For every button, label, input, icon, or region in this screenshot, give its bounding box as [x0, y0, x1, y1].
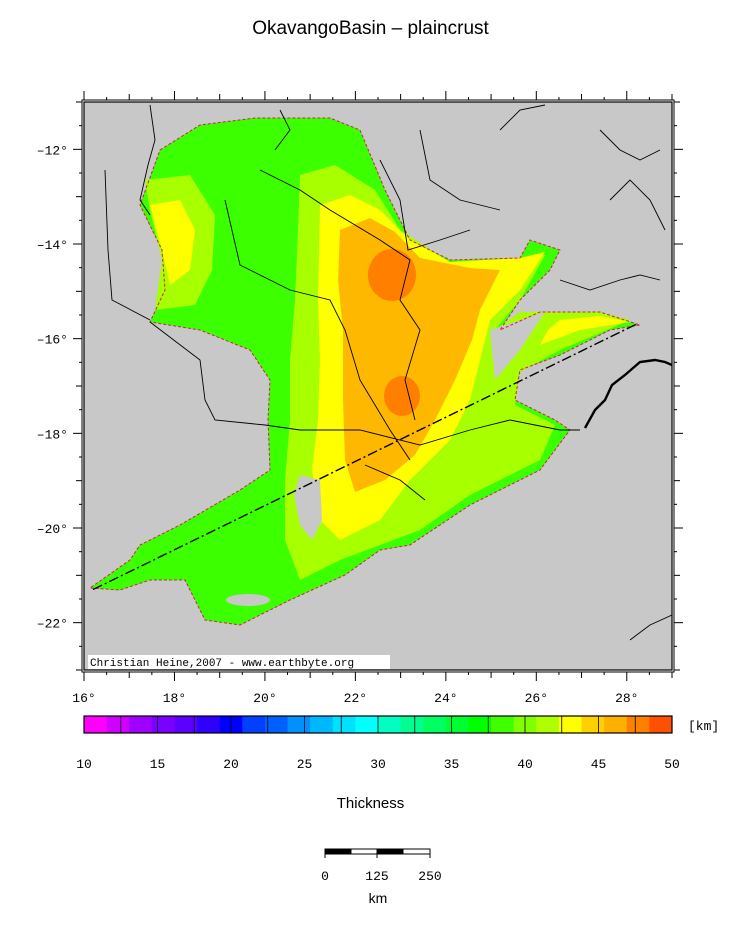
colorbar-swatch — [151, 716, 175, 733]
colorbar-swatch — [174, 716, 198, 733]
axis-ticks — [73, 91, 683, 681]
thickness-zone-yellow-west-core — [150, 200, 195, 285]
colorbar-label: 45 — [591, 757, 607, 772]
thickness-zone-hole-east — [490, 312, 545, 380]
profile-line — [92, 323, 637, 591]
colorbar-swatch — [242, 716, 266, 733]
longitude-label: 16° — [72, 691, 95, 706]
latitude-label: –18° — [37, 427, 68, 442]
colorbar-swatch — [84, 716, 108, 733]
country-borders — [104, 104, 672, 641]
colorbar-swatch — [626, 716, 650, 733]
thickness-zone-lake — [226, 594, 270, 606]
scale-label-125: 125 — [365, 869, 388, 884]
credit-text: Christian Heine,2007 - www.earthbyte.org — [90, 658, 354, 670]
latitude-label: –20° — [37, 522, 68, 537]
basin-boundary — [88, 117, 641, 626]
scale-bar — [324, 848, 431, 858]
thickness-peak-south — [384, 376, 420, 416]
lake-kariba — [583, 358, 672, 429]
scale-label-250: 250 — [418, 869, 441, 884]
map-title: OkavangoBasin – plaincrust — [252, 18, 489, 39]
colorbar-swatch — [558, 716, 583, 733]
colorbar-swatch — [332, 716, 356, 733]
longitude-labels: 16° 18° 20° 22° 24° 26° 28° — [72, 691, 638, 706]
colorbar-swatch — [129, 716, 153, 733]
longitude-label: 22° — [344, 691, 367, 706]
colorbar-title: Thickness — [336, 795, 405, 812]
latitude-label: –12° — [37, 143, 68, 158]
colorbar-swatch — [378, 716, 402, 733]
colorbar-label: 50 — [664, 757, 680, 772]
colorbar-label: 40 — [517, 757, 533, 772]
colorbar-label: 35 — [444, 757, 460, 772]
latitude-label: –22° — [37, 617, 68, 632]
colorbar-swatch — [197, 716, 221, 733]
latitude-label: –16° — [37, 333, 68, 348]
map-frame — [83, 101, 673, 671]
credit-background — [88, 655, 390, 669]
colorbar-tick-labels: 10 15 20 25 30 35 40 45 50 — [76, 757, 680, 772]
colorbar-swatch — [491, 716, 515, 733]
colorbar-label: 10 — [76, 757, 92, 772]
colorbar-swatch — [604, 716, 628, 733]
latitude-label: –14° — [37, 238, 68, 253]
thickness-zone-hole — [294, 475, 322, 540]
colorbar-swatch — [581, 716, 605, 733]
thickness-peak-north — [368, 249, 416, 301]
colorbar-swatch — [355, 716, 379, 733]
longitude-label: 20° — [253, 691, 276, 706]
scale-unit: km — [368, 890, 388, 906]
colorbar-swatch — [445, 716, 469, 733]
latitude-labels: –12° –14° –16° –18° –20° –22° — [37, 143, 68, 631]
longitude-label: 24° — [434, 691, 457, 706]
colorbar-swatch — [423, 716, 447, 733]
longitude-label: 18° — [163, 691, 186, 706]
thickness-zone-yellow-east — [540, 316, 630, 345]
colorbar-swatch — [649, 716, 673, 733]
colorbar-unit: [km] — [688, 719, 719, 734]
colorbar-swatch — [264, 716, 289, 733]
colorbar-swatch — [106, 716, 130, 733]
colorbar — [83, 715, 673, 734]
colorbar-swatch — [400, 716, 424, 733]
colorbar-swatch — [310, 716, 334, 733]
scale-label-0: 0 — [321, 869, 329, 884]
colorbar-swatch — [468, 716, 492, 733]
longitude-label: 28° — [615, 691, 638, 706]
colorbar-swatch — [536, 716, 560, 733]
colorbar-label: 20 — [223, 757, 239, 772]
colorbar-label: 25 — [297, 757, 313, 772]
colorbar-label: 15 — [150, 757, 166, 772]
colorbar-label: 30 — [370, 757, 386, 772]
longitude-label: 26° — [525, 691, 548, 706]
colorbar-swatch — [287, 716, 311, 733]
